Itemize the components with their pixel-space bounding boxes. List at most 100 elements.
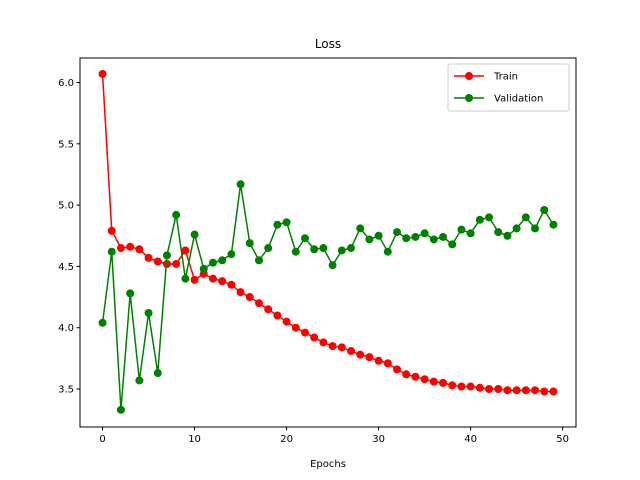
y-tick-label: 5.5: [58, 139, 74, 150]
data-point-validation: [531, 224, 540, 233]
data-point-validation: [227, 250, 236, 259]
data-point-train: [347, 346, 356, 355]
data-point-train: [374, 356, 383, 365]
data-point-train: [227, 280, 236, 289]
data-point-validation: [126, 289, 135, 298]
data-point-validation: [466, 229, 475, 238]
data-point-train: [402, 370, 411, 379]
legend-swatch-marker: [465, 72, 473, 80]
data-point-train: [218, 277, 227, 286]
data-point-train: [448, 381, 457, 390]
data-point-train: [107, 226, 116, 235]
y-tick-label: 6.0: [58, 78, 74, 89]
data-point-train: [273, 311, 282, 320]
data-point-validation: [374, 231, 383, 240]
data-point-train: [457, 382, 466, 391]
data-point-validation: [245, 239, 254, 248]
data-point-train: [531, 386, 540, 395]
data-point-train: [282, 317, 291, 326]
data-point-validation: [218, 256, 227, 265]
y-tick-label: 4.5: [58, 262, 74, 273]
data-point-validation: [144, 308, 153, 317]
x-tick-label: 20: [280, 434, 293, 445]
data-point-validation: [475, 215, 484, 224]
data-point-validation: [116, 405, 125, 414]
x-tick-label: 0: [99, 434, 105, 445]
data-point-train: [172, 259, 181, 268]
x-tick-label: 50: [556, 434, 569, 445]
data-point-train: [181, 246, 190, 255]
plot-area: 0 10 20 30 40 50 3.5 4.0 4.5 5.0 5.5 6.0: [58, 57, 577, 445]
data-point-validation: [512, 224, 521, 233]
data-point-train: [411, 372, 420, 381]
data-point-validation: [254, 256, 263, 265]
data-point-validation: [162, 251, 171, 260]
data-point-validation: [291, 247, 300, 256]
data-point-train: [208, 274, 217, 283]
data-point-train: [254, 299, 263, 308]
data-point-validation: [264, 244, 273, 253]
data-point-train: [291, 323, 300, 332]
data-point-train: [116, 244, 125, 253]
data-point-validation: [172, 210, 181, 219]
data-point-validation: [347, 244, 356, 253]
data-point-train: [420, 375, 429, 384]
y-axis: 3.5 4.0 4.5 5.0 5.5 6.0: [58, 78, 80, 395]
data-point-validation: [494, 228, 503, 237]
data-point-validation: [236, 180, 245, 189]
legend-swatch-marker: [465, 94, 473, 102]
data-point-train: [485, 385, 494, 393]
data-point-validation: [310, 245, 319, 254]
data-point-validation: [365, 235, 374, 244]
data-point-validation: [540, 206, 549, 215]
data-point-validation: [383, 247, 392, 256]
data-point-train: [337, 343, 346, 352]
x-tick-label: 30: [372, 434, 385, 445]
chart-title: Loss: [315, 37, 341, 51]
data-point-train: [135, 245, 144, 254]
data-point-train: [190, 275, 199, 284]
data-point-validation: [337, 246, 346, 255]
legend-item-train: Train: [454, 72, 518, 83]
data-point-validation: [181, 274, 190, 283]
data-point-train: [264, 305, 273, 314]
data-point-train: [300, 328, 309, 337]
data-point-train: [365, 353, 374, 362]
data-point-train: [429, 377, 438, 386]
data-point-validation: [457, 225, 466, 234]
y-tick-label: 4.0: [58, 323, 74, 334]
data-point-train: [540, 387, 549, 396]
data-point-validation: [273, 220, 282, 229]
data-point-validation: [153, 369, 162, 378]
y-tick-label: 3.5: [58, 384, 74, 395]
y-tick-label: 5.0: [58, 201, 74, 212]
data-point-train: [549, 387, 558, 396]
axes-frame: [79, 57, 577, 428]
data-point-validation: [448, 240, 457, 249]
series-train: [98, 69, 558, 396]
data-point-validation: [208, 258, 217, 267]
data-point-validation: [135, 376, 144, 385]
data-point-train: [383, 359, 392, 368]
data-point-train: [310, 333, 319, 342]
data-point-train: [98, 69, 107, 78]
data-point-validation: [503, 231, 512, 240]
data-point-validation: [429, 235, 438, 244]
x-tick-label: 10: [188, 434, 201, 445]
data-point-validation: [282, 218, 291, 227]
x-axis: 0 10 20 30 40 50: [99, 427, 569, 445]
data-point-train: [328, 342, 337, 351]
legend-label: Validation: [494, 94, 543, 105]
data-point-train: [439, 378, 448, 387]
data-point-train: [521, 386, 530, 395]
data-point-train: [494, 385, 503, 393]
data-point-validation: [190, 230, 199, 239]
data-point-train: [356, 350, 365, 359]
data-point-validation: [420, 229, 429, 238]
legend-label: Train: [493, 72, 518, 83]
data-point-train: [512, 386, 521, 395]
data-point-validation: [485, 213, 494, 222]
data-point-validation: [328, 261, 337, 270]
x-tick-label: 40: [464, 434, 477, 445]
data-point-train: [153, 257, 162, 266]
